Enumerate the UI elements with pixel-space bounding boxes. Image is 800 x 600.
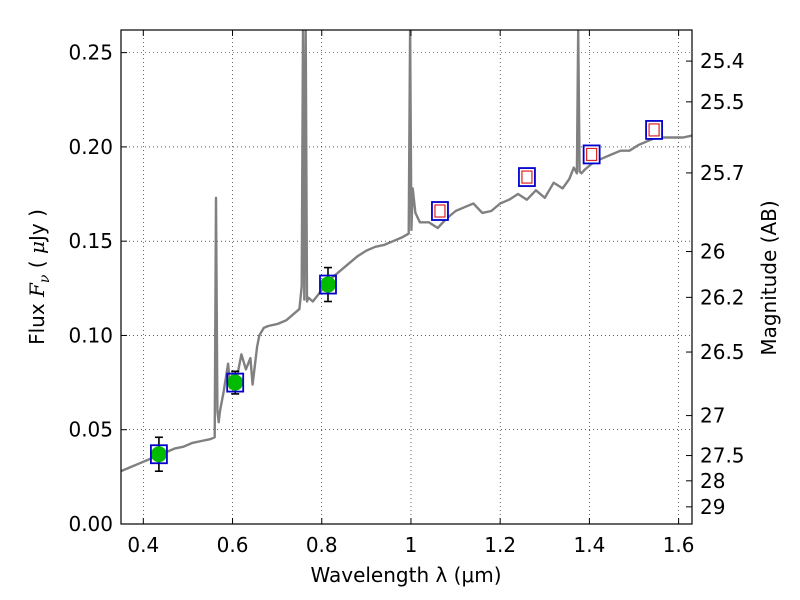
right-tick-label: 29	[700, 495, 725, 519]
y-axis-label-subscript: ν	[37, 274, 53, 283]
right-tick-label: 25.5	[700, 90, 745, 114]
right-tick-label: 27.5	[700, 444, 745, 468]
right-tick-label: 25.4	[700, 49, 745, 73]
y-tick-label: 0.05	[68, 418, 113, 442]
y-tick-label: 0.00	[68, 512, 113, 536]
model-square	[150, 444, 168, 465]
predicted-square-inner	[648, 123, 660, 137]
model-square	[226, 372, 245, 393]
right-tick-label: 25.7	[700, 161, 745, 185]
ticks: 0.4 0.6 0.8 1 1.2 1.4 1.6 0.00 0.05 0.10 0.15 0.20 0…	[68, 30, 745, 557]
predicted-square-inner	[521, 170, 533, 184]
y-tick-label: 0.15	[68, 229, 113, 253]
right-tick-label: 26	[700, 240, 725, 264]
y-tick-label: 0.20	[68, 135, 113, 159]
observed-point	[150, 446, 167, 463]
predicted-square-outer	[645, 120, 663, 140]
y-axis-label-unit: Jy )	[25, 209, 49, 243]
observed-point	[319, 276, 336, 293]
x-axis-label: Wavelength λ (μm)	[310, 563, 501, 587]
right-tick-label: 27	[700, 404, 725, 428]
predicted-square-inner	[586, 147, 598, 162]
plot-frame	[120, 29, 693, 525]
right-tick-label: 28	[700, 469, 725, 493]
y-axis-label-part: (	[25, 254, 49, 275]
y-tick-label: 0.10	[68, 323, 113, 347]
predicted-square-outer	[431, 201, 449, 221]
x-tick-label: 0.8	[306, 533, 338, 557]
spectrum-line	[121, 30, 692, 473]
x-tick-label: 1.2	[484, 533, 516, 557]
x-tick-label: 1.4	[573, 533, 605, 557]
x-tick-label: 1	[405, 533, 418, 557]
predicted-square-outer	[582, 144, 601, 165]
predicted-square-outer	[518, 167, 536, 187]
right-axis-label: Magnitude (AB)	[757, 200, 781, 355]
y-tick-label: 0.25	[68, 41, 113, 65]
y-axis-label-part: Flux	[25, 297, 49, 345]
y-axis-label: Flux Fν ( μJy )	[25, 209, 53, 345]
y-axis-label-symbol: F	[25, 282, 49, 298]
x-tick-label: 0.6	[217, 533, 249, 557]
series-layer	[121, 30, 692, 473]
model-square	[319, 274, 337, 295]
predicted-square-inner	[434, 204, 446, 218]
right-tick-label: 26.5	[700, 340, 745, 364]
plot-area	[121, 30, 692, 524]
right-tick-label: 26.2	[700, 285, 745, 309]
x-tick-label: 1.6	[663, 533, 695, 557]
x-tick-label: 0.4	[127, 533, 159, 557]
y-axis-label-mu: μ	[25, 241, 49, 254]
observed-point	[227, 374, 244, 391]
